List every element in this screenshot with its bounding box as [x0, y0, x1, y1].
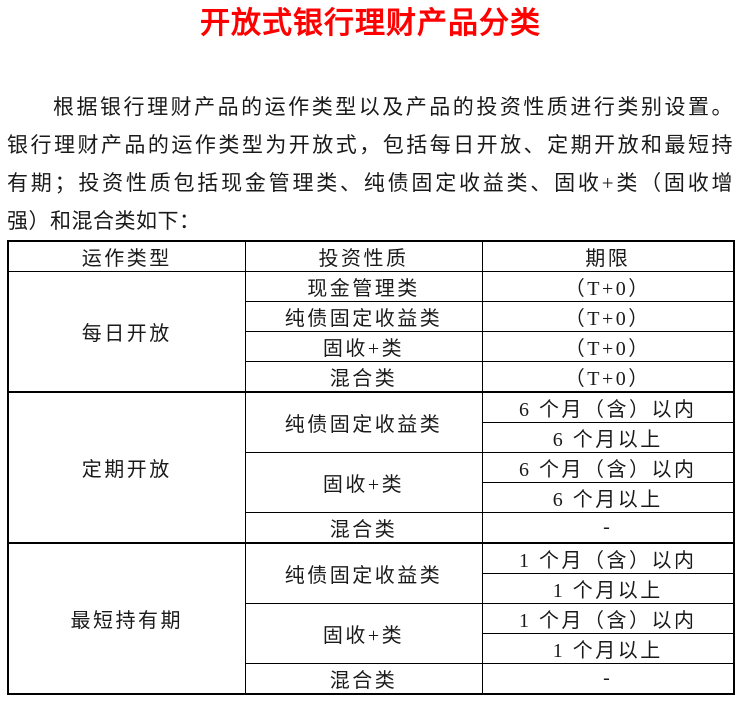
term-cell: 1 个月以上 — [481, 633, 735, 664]
table-row: 混合类 - — [8, 663, 735, 695]
term-cell: （T+0） — [481, 361, 735, 393]
operation-type-cell: 每日开放 — [7, 271, 246, 393]
investment-nature-cell: 固收+类 — [244, 452, 483, 513]
classification-table: 运作类型 投资性质 期限 每日开放 现金管理类 （T+0） 纯债固定收益类 （T… — [7, 240, 735, 695]
term-cell: 6 个月以上 — [481, 422, 735, 453]
investment-nature-cell: 固收+类 — [244, 331, 483, 362]
table-row: 纯债固定收益类 （T+0） — [8, 301, 735, 332]
table-row: 混合类 （T+0） — [8, 361, 735, 393]
table-row: 最短持有期 纯债固定收益类 1 个月（含）以内 — [7, 542, 735, 695]
term-cell: 1 个月（含）以内 — [481, 542, 735, 574]
table-row: 每日开放 现金管理类 （T+0） — [7, 271, 735, 393]
page-title: 开放式银行理财产品分类 — [200, 7, 541, 40]
investment-nature-cell: 现金管理类 — [244, 271, 483, 302]
table-header-row: 运作类型 投资性质 期限 — [7, 240, 735, 272]
table-row: 6 个月以上 — [8, 422, 735, 453]
paragraph-line: 有期；投资性质包括现金管理类、纯债固定收益类、固收+类（固收增 — [7, 171, 733, 195]
intro-paragraph: 根据银行理财产品的运作类型以及产品的投资性质进行类别设置。 银行理财产品的运作类… — [7, 88, 733, 240]
table-row: 1 个月以上 — [8, 633, 735, 664]
term-cell: - — [481, 512, 735, 544]
paragraph-line: 强）和混合类如下： — [7, 209, 201, 233]
investment-nature-cell: 纯债固定收益类 — [244, 301, 483, 332]
header-operation-type: 运作类型 — [7, 240, 246, 272]
term-cell: 1 个月（含）以内 — [481, 603, 735, 634]
investment-nature-cell: 纯债固定收益类 — [244, 542, 483, 604]
table-row: 1 个月以上 — [8, 573, 735, 604]
term-cell: - — [481, 663, 735, 695]
term-cell: 6 个月（含）以内 — [481, 391, 735, 423]
table-row: 固收+类 6 个月（含）以内 — [8, 452, 735, 513]
operation-type-cell: 定期开放 — [7, 391, 246, 544]
header-term: 期限 — [481, 240, 735, 272]
term-cell: （T+0） — [481, 331, 735, 362]
term-cell: 1 个月以上 — [481, 573, 735, 604]
table-row: 6 个月以上 — [8, 482, 735, 513]
operation-type-cell: 最短持有期 — [7, 542, 246, 695]
investment-nature-cell: 固收+类 — [244, 603, 483, 664]
table-row: 定期开放 纯债固定收益类 6 个月（含）以内 — [7, 391, 735, 544]
investment-nature-cell: 混合类 — [244, 512, 483, 544]
paragraph-line: 根据银行理财产品的运作类型以及产品的投资性质进行类别设置。 — [53, 95, 733, 119]
paragraph-line: 银行理财产品的运作类型为开放式，包括每日开放、定期开放和最短持 — [7, 133, 733, 157]
term-cell: （T+0） — [481, 271, 735, 302]
investment-nature-cell: 混合类 — [244, 663, 483, 695]
investment-nature-cell: 纯债固定收益类 — [244, 391, 483, 453]
header-investment-nature: 投资性质 — [244, 240, 483, 272]
table-row: 混合类 - — [8, 512, 735, 544]
term-cell: （T+0） — [481, 301, 735, 332]
term-cell: 6 个月（含）以内 — [481, 452, 735, 483]
investment-nature-cell: 混合类 — [244, 361, 483, 393]
term-cell: 6 个月以上 — [481, 482, 735, 513]
table-row: 固收+类 （T+0） — [8, 331, 735, 362]
